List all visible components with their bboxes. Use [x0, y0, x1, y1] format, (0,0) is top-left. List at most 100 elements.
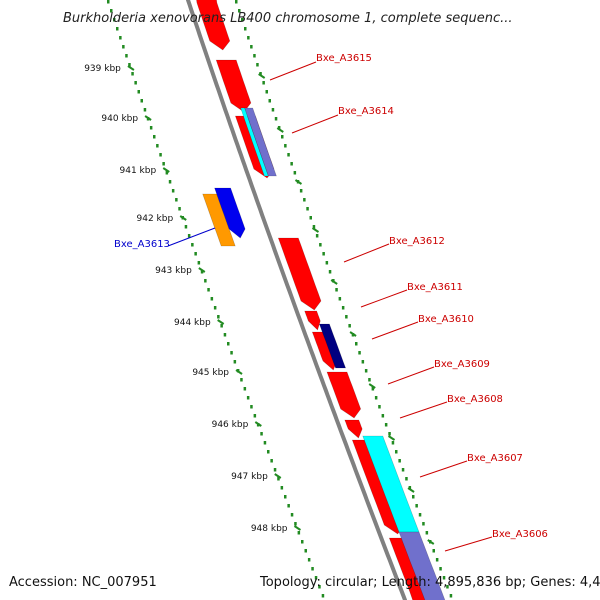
leader-line-bxe-a3608: [399, 401, 448, 419]
map-title: Burkholderia xenovorans LB400 chromosome…: [63, 11, 513, 26]
inner-ring-major-tick: [254, 421, 262, 427]
outer-ring-dot: [338, 297, 342, 301]
outer-ring-dot: [306, 207, 309, 211]
gene-label-bxe-a3615[interactable]: Bxe_A3615: [316, 53, 372, 64]
inner-ring-dot: [128, 63, 131, 67]
tick-label-943-kbp: 943 kbp: [155, 266, 192, 276]
inner-ring-major-tick: [127, 65, 135, 71]
inner-ring-major-tick: [162, 167, 170, 173]
tick-label-946-kbp: 946 kbp: [212, 420, 249, 430]
gene-features: [196, 0, 446, 600]
outer-ring-dot: [299, 189, 303, 193]
outer-ring-dot: [328, 270, 332, 274]
tick-ring: [107, 0, 453, 598]
outer-ring-dot: [358, 351, 361, 355]
inner-ring-dot: [207, 288, 210, 292]
inner-ring-dot: [223, 333, 227, 337]
tick-label-940-kbp: 940 kbp: [101, 114, 138, 124]
inner-ring-dot: [162, 162, 165, 166]
outer-ring-dot: [244, 27, 247, 31]
gene-label-bxe-a3614[interactable]: Bxe_A3614: [338, 106, 394, 117]
inner-ring-dot: [267, 450, 270, 454]
gene-label-bxe-a3613[interactable]: Bxe_A3613: [114, 239, 170, 250]
outer-ring-dot: [345, 315, 348, 319]
inner-ring-dot: [240, 378, 243, 382]
outer-ring-dot: [284, 144, 287, 148]
outer-ring-dot: [401, 468, 405, 472]
inner-ring-dot: [113, 18, 116, 22]
outer-ring-dot: [247, 36, 250, 40]
outer-ring-dot: [378, 405, 381, 409]
inner-ring-dot: [297, 531, 301, 535]
inner-ring-dot: [204, 279, 207, 283]
outer-ring-dot: [384, 423, 388, 427]
inner-ring-dot: [197, 261, 201, 265]
inner-ring-dot: [184, 225, 188, 229]
outer-ring-dot: [241, 18, 244, 22]
outer-ring-dot: [341, 306, 345, 310]
outer-ring-dot: [449, 594, 453, 598]
outer-ring-dot: [235, 0, 238, 4]
inner-ring-dot: [200, 270, 204, 274]
outer-ring-dot: [309, 216, 312, 220]
outer-ring-dot: [391, 441, 395, 445]
tick-label-945-kbp: 945 kbp: [192, 368, 229, 378]
inner-ring-dot: [294, 522, 297, 526]
inner-ring-dot: [122, 45, 125, 49]
inner-ring-dot: [307, 558, 311, 562]
outer-ring-major-tick: [294, 179, 303, 185]
inner-ring-major-tick: [179, 215, 187, 221]
leader-line-bxe-a3609: [387, 366, 435, 385]
gene-bxe-a3609-arrow: [326, 371, 362, 419]
gene-label-bxe-a3606[interactable]: Bxe_A3606: [492, 529, 548, 540]
inner-ring-dot: [230, 351, 233, 355]
backbone: [186, 0, 407, 600]
inner-ring-dot: [178, 207, 181, 211]
gene-label-bxe-a3607[interactable]: Bxe_A3607: [467, 453, 523, 464]
inner-ring-dot: [304, 549, 307, 553]
outer-ring-dot: [405, 477, 408, 481]
leader-line-bxe-a3614: [291, 114, 339, 134]
gene-label-bxe-a3612[interactable]: Bxe_A3612: [389, 236, 445, 247]
outer-ring-dot: [371, 387, 375, 391]
outer-ring-major-tick: [368, 383, 376, 389]
inner-ring-dot: [107, 0, 110, 4]
outer-ring-major-tick: [349, 331, 357, 337]
inner-ring-dot: [187, 234, 191, 238]
gene-label-bxe-a3609[interactable]: Bxe_A3609: [434, 359, 490, 370]
inner-ring-dot: [213, 306, 217, 310]
leader-line-bxe-a3611: [360, 289, 408, 308]
gene-label-bxe-a3611[interactable]: Bxe_A3611: [407, 282, 463, 293]
inner-ring-dot: [165, 171, 169, 175]
gene-bxe-a3611-arrow: [304, 310, 321, 331]
inner-ring-dot: [137, 90, 140, 94]
leader-line-bxe-a3612: [343, 243, 390, 263]
inner-ring-dot: [175, 198, 178, 202]
outer-ring-dot: [325, 261, 329, 265]
inner-ring-dot: [280, 486, 284, 490]
gene-label-bxe-a3610[interactable]: Bxe_A3610: [418, 314, 474, 325]
gene-bxe-a3615-arrow: [196, 0, 231, 51]
outer-ring-major-tick: [387, 435, 396, 441]
inner-ring-dot: [273, 468, 277, 472]
outer-ring-dot: [268, 99, 271, 103]
outer-ring-dot: [322, 252, 325, 256]
outer-ring-dot: [439, 567, 442, 571]
inner-ring-major-tick: [198, 267, 206, 273]
outer-ring-major-tick: [330, 279, 338, 285]
inner-ring-dot: [134, 81, 137, 85]
tick-label-939-kbp: 939 kbp: [84, 64, 121, 74]
tick-labels: 939 kbp 940 kbp 941 kbp 942 kbp 943 kbp 944 k…: [84, 64, 288, 534]
inner-ring-dot: [284, 495, 287, 499]
outer-ring-dot: [442, 576, 446, 580]
gene-label-bxe-a3608[interactable]: Bxe_A3608: [447, 394, 503, 405]
leader-line-bxe-a3610: [371, 321, 419, 340]
gene-bxe-a3612-arrow: [277, 237, 322, 311]
inner-ring-dot: [143, 108, 147, 112]
outer-ring-dot: [355, 342, 358, 346]
inner-ring-major-tick: [217, 319, 225, 325]
outer-ring-dot: [271, 108, 275, 112]
inner-ring-dot: [217, 315, 220, 319]
inner-ring-dot: [321, 594, 325, 598]
outer-ring-dot: [374, 396, 378, 400]
